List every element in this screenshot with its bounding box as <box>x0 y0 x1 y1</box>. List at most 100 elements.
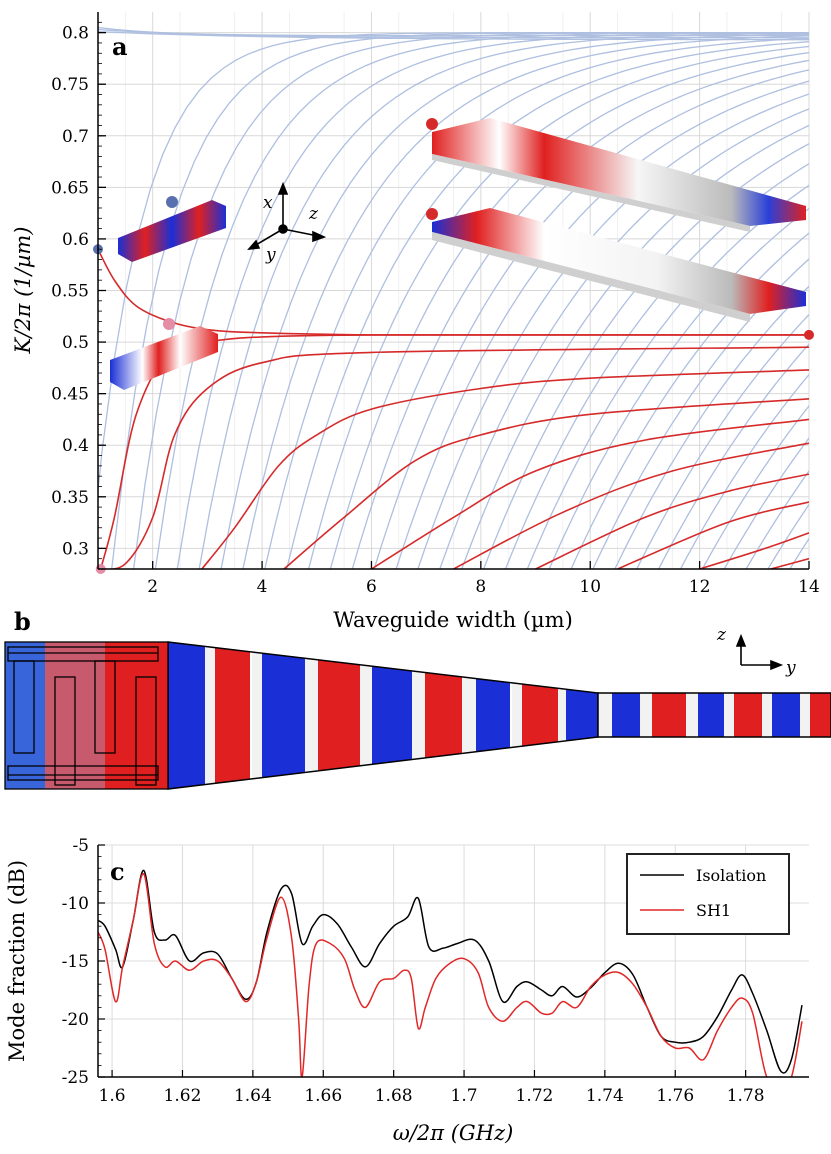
tick-label-y: 0.3 <box>62 539 89 559</box>
blue-branch <box>812 556 820 569</box>
field-stripe <box>372 642 412 789</box>
panel-c-series <box>98 869 803 1077</box>
axis-label-y-triad: y <box>265 245 276 265</box>
tick-label-x: 1.78 <box>727 1086 765 1106</box>
tick-label-y: 0.45 <box>51 385 89 405</box>
red-branch <box>453 442 809 569</box>
tick-label-x: 6 <box>366 577 377 597</box>
coordinate-axes-icon <box>247 181 327 250</box>
red-branch <box>371 418 809 569</box>
tick-label-x: 8 <box>475 577 486 597</box>
field-stripe <box>462 642 478 789</box>
blue-branch <box>264 37 809 569</box>
tick-label-y: -15 <box>62 952 89 972</box>
tick-label-x: 14 <box>798 577 820 597</box>
blue-branch <box>789 537 809 569</box>
legend-label-sh1: SH1 <box>696 901 731 920</box>
red-branch <box>535 473 809 569</box>
tick-label-y: 0.4 <box>62 436 89 456</box>
blue-branch <box>658 343 809 569</box>
blue-branch <box>307 45 809 569</box>
inset-marker-pink <box>163 318 175 330</box>
field-stripe <box>566 642 598 789</box>
panel-b: b <box>4 607 831 790</box>
tick-label-x: 1.7 <box>451 1086 478 1106</box>
field-stripe <box>800 693 810 737</box>
field-stripe <box>522 642 558 789</box>
tick-label-y: -5 <box>72 836 89 856</box>
idt-pad-field <box>5 642 168 789</box>
field-stripe <box>476 642 510 789</box>
tick-label-x: 1.76 <box>656 1086 694 1106</box>
tick-label-y: 0.75 <box>51 75 89 95</box>
red-branch <box>283 398 809 569</box>
field-stripe <box>318 642 360 789</box>
blue-branch <box>198 32 809 569</box>
blue-branch <box>176 32 809 569</box>
strip-waveguide-outline <box>597 692 831 738</box>
inset-marker-blue <box>166 196 178 208</box>
blue-branch <box>286 41 809 569</box>
field-stripe <box>686 693 698 737</box>
blue-branch <box>439 108 809 569</box>
blue-branch <box>220 33 809 569</box>
tick-label-y: -20 <box>62 1010 89 1030</box>
panel-c-xlabel: ω/2π (GHz) <box>393 1121 514 1145</box>
coordinate-axes-b-icon <box>735 633 784 671</box>
blue-branch <box>548 207 809 569</box>
blue-branch <box>679 373 809 569</box>
panel-b-label: b <box>14 607 31 636</box>
idt-electrodes <box>4 641 169 790</box>
inset-marker-red-top <box>426 118 438 130</box>
tick-label-y: 0.35 <box>51 488 89 508</box>
blue-branch <box>636 313 809 569</box>
panel-c-ylabel: Mode fraction (dB) <box>5 860 29 1062</box>
tick-label-x: 1.68 <box>375 1086 413 1106</box>
panel-a-ticks: 2 4 6 8 10 12 14 0.3 0.35 0.4 0.45 0.5 0.55 0.6 0.65 0.… <box>51 21 820 597</box>
series-line-sh1 <box>98 873 803 1077</box>
panel-c-ticks: 1.6 1.62 1.64 1.66 1.68 1.7 1.72 1.74 1.76 1.78 -2… <box>62 836 765 1106</box>
tick-label-y: 0.7 <box>62 127 89 147</box>
field-stripe <box>810 693 831 737</box>
mode-shape-inset-large-top <box>432 118 806 232</box>
tick-label-y: 0.6 <box>62 230 89 250</box>
field-stripe <box>640 693 652 737</box>
tick-label-x: 1.66 <box>304 1086 342 1106</box>
tick-label-x: 1.62 <box>164 1086 202 1106</box>
red-branch <box>98 346 809 569</box>
tick-label-x: 1.64 <box>234 1086 272 1106</box>
blue-branch <box>614 285 809 569</box>
tick-label-x: 12 <box>689 577 711 597</box>
tick-label-x: 10 <box>579 577 601 597</box>
mode-shape-inset-small-bottom <box>110 326 218 390</box>
red-branch <box>617 501 809 569</box>
inset-marker-red-bottom <box>426 208 438 220</box>
blue-branch <box>570 232 809 569</box>
red-branch <box>770 557 809 569</box>
field-stripe <box>762 693 772 737</box>
panel-c-label: c <box>110 857 125 886</box>
blue-branch <box>767 503 809 569</box>
blue-branch <box>329 51 809 569</box>
field-stripe <box>262 642 305 789</box>
panel-a-label: a <box>112 32 128 61</box>
tick-label-y: -25 <box>62 1068 89 1088</box>
tick-label-x: 1.6 <box>99 1086 126 1106</box>
mode-shape-inset-large-bottom <box>432 208 806 322</box>
red-branch <box>99 333 809 569</box>
blue-branch <box>745 469 809 569</box>
field-stripe <box>168 642 185 789</box>
blue-branch-top <box>98 30 809 41</box>
tick-label-y: 0.5 <box>62 333 89 353</box>
taper-field <box>168 642 598 789</box>
tick-label-x: 4 <box>257 577 268 597</box>
strip-waveguide-field <box>598 693 831 737</box>
tick-label-y: 0.65 <box>51 178 89 198</box>
field-stripe <box>185 642 205 789</box>
tick-label-x: 1.72 <box>516 1086 554 1106</box>
tick-label-y: -10 <box>62 894 89 914</box>
axis-label-z-b: z <box>716 625 727 645</box>
field-stripe <box>724 693 734 737</box>
field-stripe <box>215 642 250 789</box>
blue-branch-top <box>98 28 809 39</box>
